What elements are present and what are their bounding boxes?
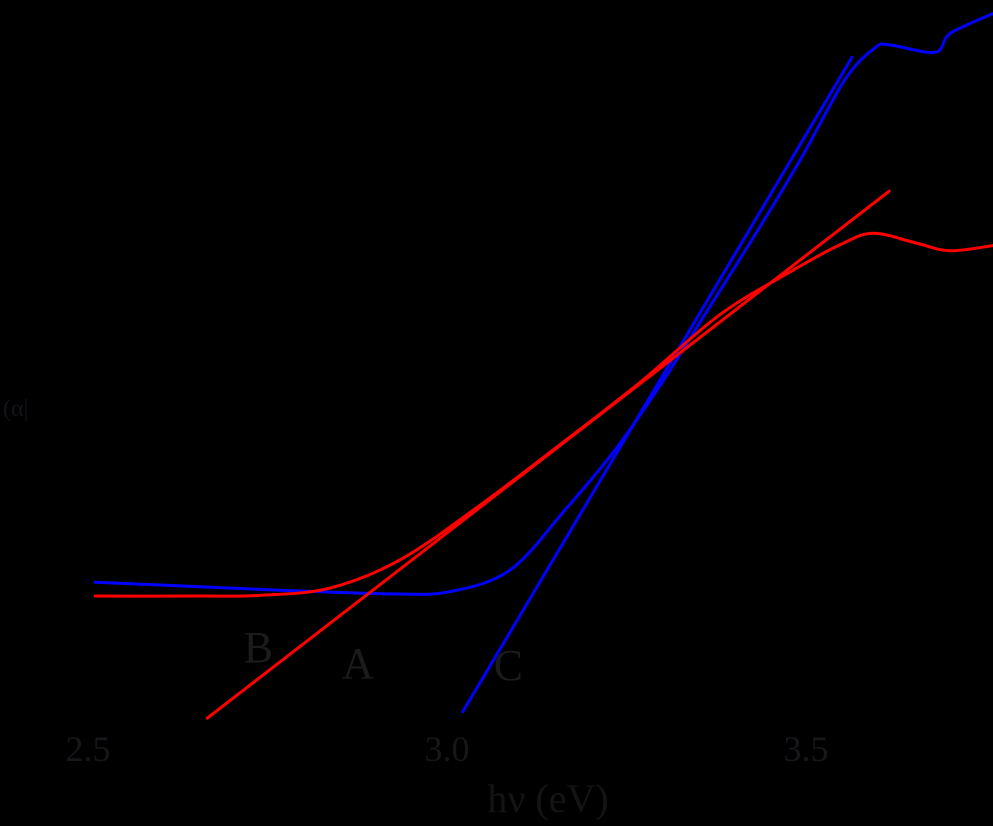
annotation-label-a: A [342,638,374,688]
x-tick-label: 3.0 [424,729,470,769]
blue-absorption-curve [93,12,993,596]
annotation-label-b: B [243,622,274,672]
red-absorption-curve [93,231,993,598]
red-tangent-extrapolation [205,189,891,720]
x-tick-label: 3.5 [783,729,829,769]
y-axis-label-fragment: (α| [3,396,29,422]
annotation-label-c: C [493,641,524,691]
x-axis-title: hν (eV) [487,776,609,821]
blue-tangent-extrapolation [461,55,854,714]
x-tick-label: 2.5 [65,729,111,769]
